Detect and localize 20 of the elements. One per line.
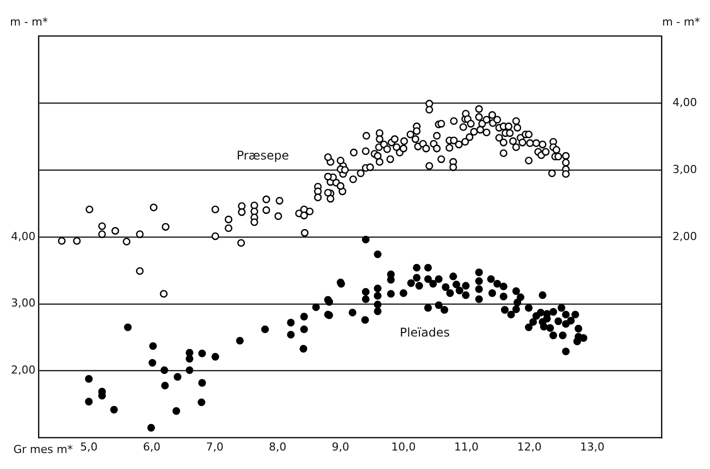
x-tick-label: 8,0	[268, 440, 286, 454]
y2-tick-label: 4,00	[672, 96, 698, 109]
x-tick-label: 7,0	[206, 440, 224, 454]
y2-tick-label: 3,00	[672, 162, 698, 176]
x-tick-label: 12,0	[517, 440, 542, 454]
y2-tick-label: 2,00	[672, 230, 698, 243]
x-tick-label: 10,0	[391, 440, 416, 454]
x-tick-label: 11,0	[454, 440, 479, 454]
x-tick-label: 5,0	[80, 440, 98, 454]
x-axis-title: Gr mes m*	[13, 443, 74, 456]
text: Præsepe	[236, 148, 289, 163]
x-tick-label: 6,0	[143, 440, 161, 454]
y-axis-title: m - m*	[10, 15, 48, 28]
y-tick-label: 3,00	[10, 296, 36, 310]
y-tick-label: 2,00	[10, 364, 36, 377]
y2-axis-title: m - m*	[662, 15, 700, 28]
x-tick-label: 9,0	[332, 440, 350, 454]
y-tick-label: 4,00	[10, 230, 36, 243]
series-label: Pleïades	[400, 325, 450, 340]
x-tick-label: 13,0	[580, 440, 605, 454]
